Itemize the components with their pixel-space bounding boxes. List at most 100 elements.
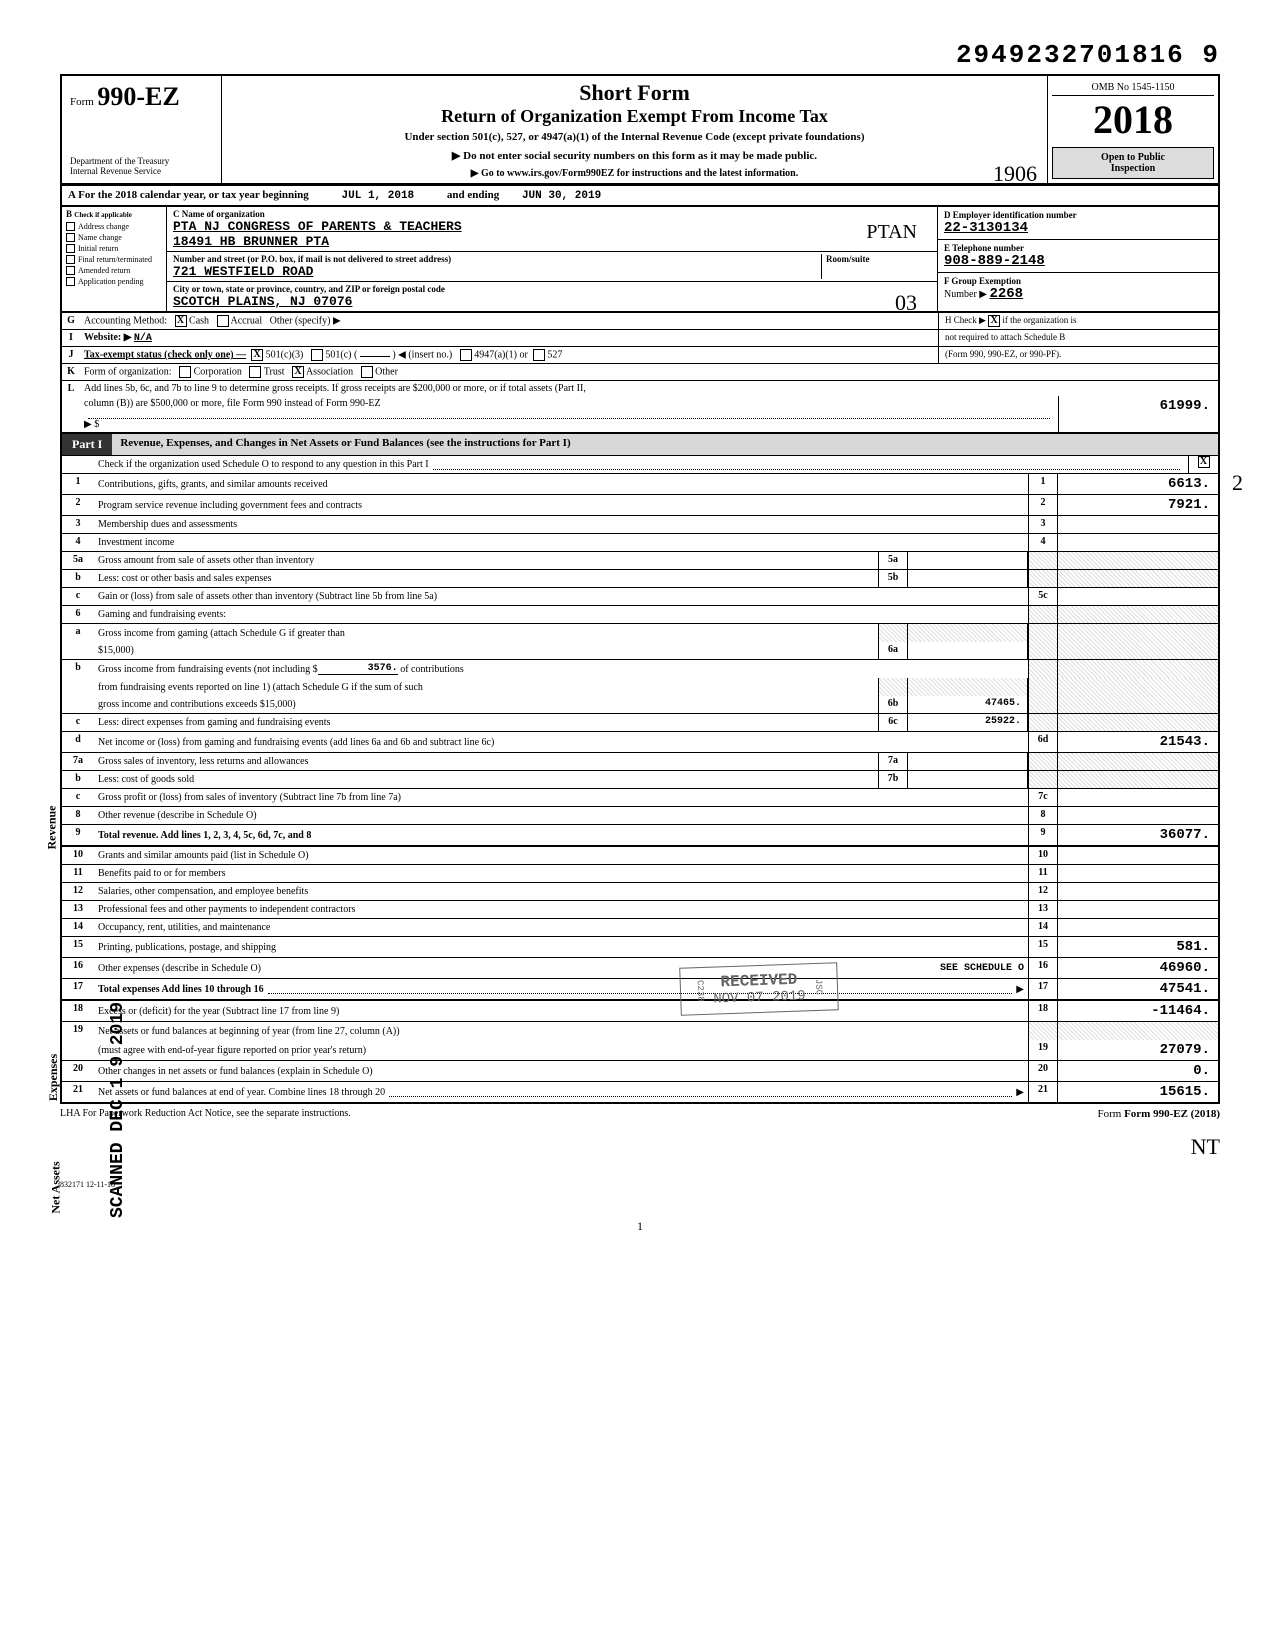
k-other: Other xyxy=(375,366,398,377)
stamp-date: NOV 07 2019 xyxy=(713,988,806,1007)
form-id: Form 990-EZ xyxy=(70,82,213,112)
cb-address-change[interactable]: Address change xyxy=(62,221,166,232)
footer-lha: LHA For Paperwork Reduction Act Notice, … xyxy=(60,1108,351,1120)
cb-501c[interactable] xyxy=(311,349,323,361)
cb-amended-return[interactable]: Amended return xyxy=(62,265,166,276)
l7c-endval xyxy=(1058,789,1218,806)
l15-num: 15 xyxy=(62,937,94,957)
l1-endval: 6613. xyxy=(1058,474,1218,494)
city-value: SCOTCH PLAINS, NJ 07076 xyxy=(173,294,931,309)
l1-desc: Contributions, gifts, grants, and simila… xyxy=(98,479,328,490)
e-label: E Telephone number xyxy=(944,243,1212,253)
l17-endnum: 17 xyxy=(1028,979,1058,999)
l3-endnum: 3 xyxy=(1028,516,1058,533)
l7c-endnum: 7c xyxy=(1028,789,1058,806)
f-label: F Group Exemption xyxy=(944,276,1212,286)
l6a-midnum: 6a xyxy=(878,642,908,659)
l10-endnum: 10 xyxy=(1028,847,1058,864)
l14-num: 14 xyxy=(62,919,94,936)
l8-desc: Other revenue (describe in Schedule O) xyxy=(98,810,257,821)
g-accrual: Accrual xyxy=(231,315,263,326)
l8-num: 8 xyxy=(62,807,94,824)
handnote-2: 2 xyxy=(1232,470,1243,496)
part1-check-row: Check if the organization used Schedule … xyxy=(60,456,1220,474)
line-5c: c Gain or (loss) from sale of assets oth… xyxy=(60,588,1220,606)
l19-endval: 27079. xyxy=(1058,1040,1218,1060)
l6a-midval xyxy=(908,642,1028,659)
line-12: 12 Salaries, other compensation, and emp… xyxy=(60,883,1220,901)
l7a-midval xyxy=(908,753,1028,770)
line-5b: b Less: cost or other basis and sales ex… xyxy=(60,570,1220,588)
phone-value: 908-889-2148 xyxy=(944,253,1212,269)
l13-endval xyxy=(1058,901,1218,918)
line-6a-bot: $15,000) 6a xyxy=(60,642,1220,660)
cb-501c3[interactable]: X xyxy=(251,349,263,361)
footer-initials: NT xyxy=(1191,1134,1220,1159)
omb-number: OMB No 1545-1150 xyxy=(1052,80,1214,96)
cb-cash[interactable]: X xyxy=(175,315,187,327)
l3-desc: Membership dues and assessments xyxy=(98,519,237,530)
cb-final-return[interactable]: Final return/terminated xyxy=(62,254,166,265)
line-7a: 7a Gross sales of inventory, less return… xyxy=(60,753,1220,771)
j-527: 527 xyxy=(547,349,562,360)
part1-header: Part I Revenue, Expenses, and Changes in… xyxy=(60,434,1220,456)
l6d-endnum: 6d xyxy=(1028,732,1058,752)
cb-accrual[interactable] xyxy=(217,315,229,327)
line-3: 3 Membership dues and assessments 3 xyxy=(60,516,1220,534)
row-a-begin: JUL 1, 2018 xyxy=(312,190,445,202)
stamp-right: JSC xyxy=(813,979,824,996)
c-label: C Name of organization xyxy=(173,209,931,219)
open-public-badge: Open to Public Inspection xyxy=(1052,147,1214,179)
l12-endnum: 12 xyxy=(1028,883,1058,900)
cb-assoc[interactable]: X xyxy=(292,366,304,378)
cb-initial-return[interactable]: Initial return xyxy=(62,243,166,254)
l6c-midnum: 6c xyxy=(878,714,908,731)
form-word: Form xyxy=(70,96,94,108)
footer-form: Form 990-EZ (2018) xyxy=(1124,1108,1220,1120)
h-rest: if the organization is xyxy=(1002,315,1076,325)
street-value: 721 WESTFIELD ROAD xyxy=(173,264,821,279)
l6c-midval: 25922. xyxy=(908,714,1028,731)
l5a-desc: Gross amount from sale of assets other t… xyxy=(98,555,314,566)
cb-corp[interactable] xyxy=(179,366,191,378)
l15-endval: 581. xyxy=(1058,937,1218,957)
handwritten-1906: 1906 xyxy=(993,161,1037,187)
l10-desc: Grants and similar amounts paid (list in… xyxy=(98,850,309,861)
line-6: 6 Gaming and fundraising events: xyxy=(60,606,1220,624)
g-other: Other (specify) ▶ xyxy=(270,315,341,326)
l2-endnum: 2 xyxy=(1028,495,1058,515)
cb-other-form[interactable] xyxy=(361,366,373,378)
line-17: 17 Total expenses Add lines 10 through 1… xyxy=(60,979,1220,1001)
h-text: H Check ▶ xyxy=(945,315,986,325)
i-text: Website: ▶ xyxy=(84,332,131,343)
line-19-top: 19 Net assets or fund balances at beginn… xyxy=(60,1022,1220,1040)
row-j: J Tax-exempt status (check only one) — X… xyxy=(60,347,1220,364)
b-letter: B xyxy=(66,209,72,219)
l2-desc: Program service revenue including govern… xyxy=(98,500,362,511)
cb-address-label: Address change xyxy=(78,222,129,231)
l5c-endnum: 5c xyxy=(1028,588,1058,605)
cb-h[interactable]: X xyxy=(988,315,1000,327)
l5c-num: c xyxy=(62,588,94,605)
row-a-letter: A xyxy=(68,189,75,201)
l15-desc: Printing, publications, postage, and shi… xyxy=(98,942,276,953)
l21-endval: 15615. xyxy=(1058,1082,1218,1102)
cb-part1-schedo[interactable]: X xyxy=(1198,456,1210,468)
open-public-1: Open to Public xyxy=(1057,152,1209,163)
l9-endval: 36077. xyxy=(1058,825,1218,845)
open-public-2: Inspection xyxy=(1057,163,1209,174)
line-18: 18 Excess or (deficit) for the year (Sub… xyxy=(60,1001,1220,1022)
form-number: 990-EZ xyxy=(97,82,179,111)
line-5a: 5a Gross amount from sale of assets othe… xyxy=(60,552,1220,570)
cb-name-change[interactable]: Name change xyxy=(62,232,166,243)
cb-app-pending[interactable]: Application pending xyxy=(62,276,166,287)
l6b-desc3: from fundraising events reported on line… xyxy=(98,682,423,693)
row-a-tax-year: A For the 2018 calendar year, or tax yea… xyxy=(60,186,1220,207)
stamp-left: C238 xyxy=(695,980,706,1002)
cb-trust[interactable] xyxy=(249,366,261,378)
l2-num: 2 xyxy=(62,495,94,515)
cb-527[interactable] xyxy=(533,349,545,361)
line-4: 4 Investment income 4 xyxy=(60,534,1220,552)
cb-4947[interactable] xyxy=(460,349,472,361)
received-stamp: C238 RECEIVED NOV 07 2019 JSC xyxy=(679,962,839,1015)
